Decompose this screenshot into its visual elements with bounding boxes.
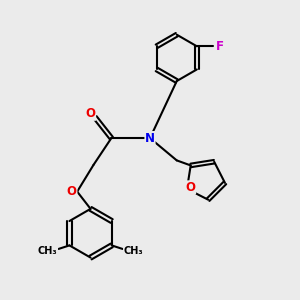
Text: F: F: [216, 40, 224, 53]
Text: N: N: [145, 132, 155, 145]
Text: O: O: [185, 181, 196, 194]
Text: CH₃: CH₃: [38, 246, 58, 256]
Text: O: O: [85, 107, 96, 120]
Text: O: O: [67, 185, 77, 198]
Text: CH₃: CH₃: [124, 246, 143, 256]
